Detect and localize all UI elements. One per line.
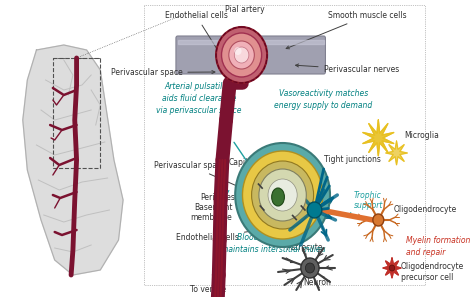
- Polygon shape: [386, 141, 408, 165]
- Circle shape: [373, 214, 384, 226]
- Text: Basement
membrane: Basement membrane: [191, 203, 261, 222]
- Text: Pial artery: Pial artery: [226, 5, 265, 14]
- Text: Pericytes: Pericytes: [201, 193, 259, 202]
- Circle shape: [259, 169, 306, 221]
- Text: Myelin formation
and repair: Myelin formation and repair: [406, 236, 470, 257]
- Text: Arterial pulsatility
aids fluid clearance
via perivascular space: Arterial pulsatility aids fluid clearanc…: [156, 82, 241, 115]
- Circle shape: [252, 161, 314, 229]
- Text: Endothelial cells: Endothelial cells: [176, 228, 270, 242]
- Circle shape: [301, 258, 319, 278]
- Circle shape: [389, 265, 395, 271]
- FancyBboxPatch shape: [176, 36, 326, 74]
- Text: Blood-brain barrier
maintains interstitial milieu: Blood-brain barrier maintains interstiti…: [221, 233, 326, 254]
- Polygon shape: [383, 258, 401, 278]
- Bar: [53, 58, 100, 168]
- Text: Neuron: Neuron: [303, 278, 331, 287]
- Text: Perivascular space: Perivascular space: [110, 68, 215, 77]
- Text: Oligodendrocyte: Oligodendrocyte: [394, 205, 457, 214]
- Ellipse shape: [272, 188, 284, 206]
- Circle shape: [216, 27, 267, 83]
- Text: Capillary: Capillary: [229, 158, 268, 178]
- Text: Endothelial cells: Endothelial cells: [164, 11, 228, 62]
- Circle shape: [268, 179, 297, 211]
- Polygon shape: [363, 120, 394, 156]
- Circle shape: [221, 33, 262, 77]
- Circle shape: [243, 151, 323, 239]
- Circle shape: [229, 41, 255, 69]
- Polygon shape: [23, 45, 123, 275]
- Circle shape: [307, 202, 322, 218]
- Text: Vasoreactivity matches
energy supply to demand: Vasoreactivity matches energy supply to …: [274, 89, 373, 110]
- Circle shape: [234, 47, 242, 55]
- Circle shape: [235, 143, 330, 247]
- Circle shape: [305, 263, 315, 273]
- Text: Oligodendrocyte
precursor cell: Oligodendrocyte precursor cell: [401, 262, 465, 282]
- Text: Astrocyte: Astrocyte: [287, 243, 324, 252]
- Text: Microglia: Microglia: [404, 131, 439, 140]
- Circle shape: [234, 47, 249, 63]
- Text: Tight junctions: Tight junctions: [300, 155, 381, 172]
- Text: Perivascular space: Perivascular space: [155, 161, 243, 189]
- Text: Trophic
support: Trophic support: [349, 191, 383, 216]
- Bar: [144, 5, 425, 285]
- Text: Perivascular nerves: Perivascular nerves: [296, 64, 399, 74]
- Text: To venule: To venule: [190, 285, 226, 294]
- Text: Smooth muscle cells: Smooth muscle cells: [286, 11, 407, 49]
